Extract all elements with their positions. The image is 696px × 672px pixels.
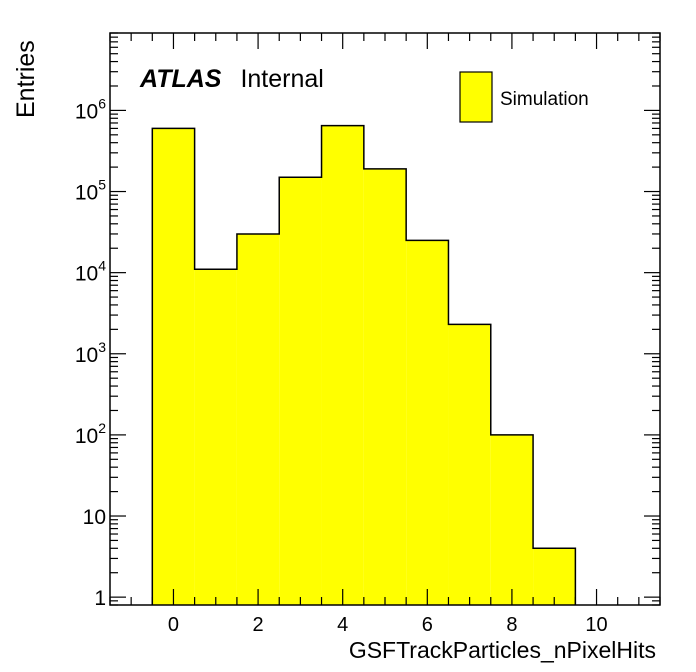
y-tick-labels: 1 10 102 103 104 105 106 [75,95,106,610]
atlas-label-internal: Internal [240,65,323,93]
histogram-outline [151,124,577,605]
y-tick-label: 10 [83,506,106,529]
y-tick-label: 102 [75,420,106,448]
histogram-bar [533,548,576,605]
x-tick-label: 8 [506,614,517,636]
x-tick-label: 4 [337,614,348,636]
y-tick-label: 106 [75,95,106,123]
histogram-bar [321,125,364,606]
y-tick-label: 103 [75,339,106,367]
legend: Simulation [459,71,589,123]
y-tick-label: 1 [94,587,106,610]
x-tick-label: 10 [585,614,607,636]
histogram-bar [406,240,449,605]
legend-swatch [459,71,493,123]
histogram-bar [279,177,322,605]
plot-frame [109,32,661,606]
x-axis-label: GSFTrackParticles_nPixelHits [349,637,656,663]
y-tick-label: 104 [75,258,106,286]
x-tick-label: 6 [422,614,433,636]
histogram-bar [152,128,195,605]
histogram-bar [363,168,407,605]
x-tick-label: 0 [168,614,179,636]
ticks-layer [109,32,661,606]
histogram-bar [448,324,491,605]
atlas-label: ATLAS Internal [139,65,324,93]
y-tick-label: 105 [75,177,106,205]
legend-entry-simulation: Simulation [500,89,589,110]
bars-layer [151,124,577,606]
atlas-label-bold: ATLAS [139,65,222,93]
histogram-bar [490,434,534,605]
x-tick-label: 2 [253,614,264,636]
histogram-bar [236,233,280,606]
x-tick-labels: 0 2 4 6 8 10 [168,614,608,636]
histogram-bar [194,269,237,605]
y-axis-label: Entries [12,40,40,118]
